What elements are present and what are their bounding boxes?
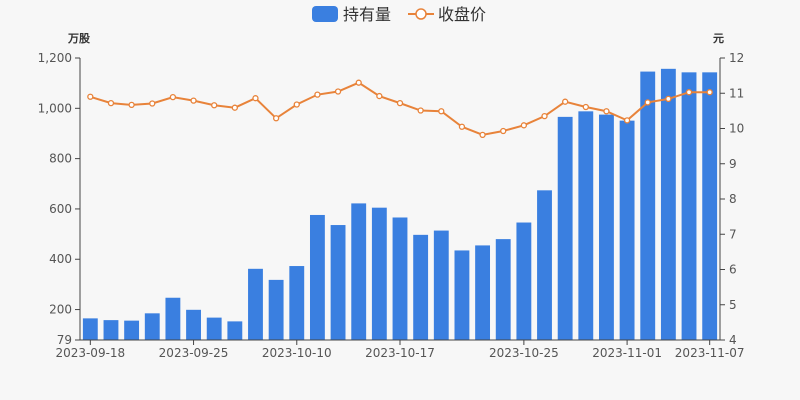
close-price-point — [417, 107, 424, 114]
holdings-bar — [103, 320, 119, 340]
holdings-bar — [165, 297, 181, 340]
close-price-point — [685, 89, 693, 96]
right-axis-tick-label: 12 — [729, 51, 744, 65]
holdings-bar — [660, 68, 676, 340]
holdings-bar — [516, 222, 532, 340]
holdings-bar — [248, 268, 263, 340]
holdings-bar — [144, 313, 160, 340]
holdings-bar — [599, 114, 614, 340]
right-axis-unit: 元 — [713, 32, 724, 45]
holdings-bar — [433, 230, 449, 340]
holdings-bar — [371, 207, 387, 340]
axes: 79 200 400 600 800 1,000 1,200 4 5 6 7 8 9 10 11 12 2023… — [38, 51, 745, 360]
close-price-point — [376, 92, 383, 100]
holdings-bar — [557, 116, 573, 341]
holdings-bar — [475, 245, 491, 340]
close-price-point — [603, 108, 610, 115]
left-axis-tick-label: 400 — [49, 252, 72, 266]
close-price-point — [562, 98, 569, 105]
close-price-point — [623, 117, 631, 124]
holdings-bar — [578, 111, 594, 340]
close-price-point — [107, 99, 115, 107]
legend-item-close-price[interactable]: 收盘价 — [408, 5, 486, 24]
right-axis-tick-label: 5 — [729, 298, 737, 312]
legend: 持有量 收盘价 — [312, 5, 486, 24]
holdings-bar — [640, 71, 656, 340]
x-axis-tick-label: 2023-10-10 — [262, 346, 332, 360]
right-axis-tick-label: 8 — [729, 192, 737, 206]
right-axis-tick-label: 11 — [729, 86, 744, 100]
close-price-point — [252, 95, 259, 102]
x-axis-tick-label: 2023-10-25 — [489, 346, 559, 360]
close-price-point — [479, 131, 486, 138]
left-axis-tick-label: 600 — [49, 202, 72, 216]
close-price-point — [644, 99, 651, 106]
x-axis-tick-label: 2023-10-17 — [365, 346, 435, 360]
legend-holdings-label: 持有量 — [343, 5, 391, 24]
holdings-bar — [82, 318, 98, 340]
close-price-point — [355, 79, 362, 86]
close-price-point — [396, 99, 404, 107]
close-price-point — [500, 127, 507, 135]
x-axis-tick-label: 2023-11-01 — [592, 346, 662, 360]
holdings-bar — [681, 72, 697, 340]
bars — [82, 68, 718, 341]
close-price-point — [438, 108, 445, 115]
left-axis-tick-label: 1,000 — [38, 101, 72, 115]
holdings-bar — [702, 72, 718, 340]
holdings-bar — [309, 214, 325, 340]
close-price-point — [87, 93, 94, 100]
legend-price-label: 收盘价 — [438, 5, 486, 24]
close-price-point — [665, 95, 672, 103]
close-price-point — [272, 115, 280, 122]
x-axis-tick-label: 2023-11-07 — [675, 346, 745, 360]
holdings-bar — [289, 266, 305, 340]
holdings-bar — [454, 250, 470, 340]
close-price-point — [520, 122, 528, 129]
x-axis-tick-label: 2023-09-18 — [55, 346, 125, 360]
price-line-series — [87, 79, 713, 138]
left-axis-unit: 万股 — [67, 32, 91, 45]
holdings-bar — [330, 225, 346, 340]
close-price-point — [293, 101, 300, 108]
close-price-point — [169, 93, 177, 101]
close-price-point — [231, 104, 238, 111]
left-axis-tick-label: 800 — [49, 152, 72, 166]
close-price-line — [90, 81, 710, 136]
close-price-point — [211, 102, 218, 109]
left-axis-tick-label: 200 — [49, 303, 72, 317]
x-axis-tick-label: 2023-09-25 — [159, 346, 229, 360]
close-price-point — [314, 91, 321, 98]
holdings-bar — [413, 234, 429, 340]
close-price-point — [706, 89, 713, 96]
holdings-bar — [186, 309, 201, 340]
right-axis-tick-label: 4 — [729, 333, 737, 347]
close-price-point — [149, 100, 156, 107]
holdings-bar — [227, 321, 243, 340]
right-axis-tick-label: 7 — [729, 227, 737, 241]
close-price-point — [582, 103, 589, 111]
holdings-bar — [268, 279, 284, 340]
holdings-bar — [206, 317, 222, 340]
close-price-point — [458, 123, 466, 130]
close-price-point — [334, 88, 342, 95]
right-axis-tick-label: 10 — [729, 122, 744, 136]
holdings-bar — [124, 320, 140, 340]
close-price-point — [541, 113, 548, 120]
close-price-point — [128, 101, 135, 109]
right-axis-tick-label: 9 — [729, 157, 737, 171]
holdings-bar — [392, 217, 408, 340]
holdings-bar — [537, 190, 552, 340]
left-axis-tick-label: 1,200 — [38, 51, 72, 65]
close-price-point — [190, 97, 197, 104]
holdings-bar — [351, 203, 367, 340]
legend-holdings-swatch — [312, 6, 338, 22]
left-axis-tick-label: 79 — [57, 333, 72, 347]
right-axis-tick-label: 6 — [729, 263, 737, 277]
legend-item-holdings[interactable]: 持有量 — [312, 5, 391, 24]
legend-price-marker — [415, 8, 427, 20]
holdings-bar — [619, 120, 635, 340]
holdings-bar — [495, 239, 511, 340]
